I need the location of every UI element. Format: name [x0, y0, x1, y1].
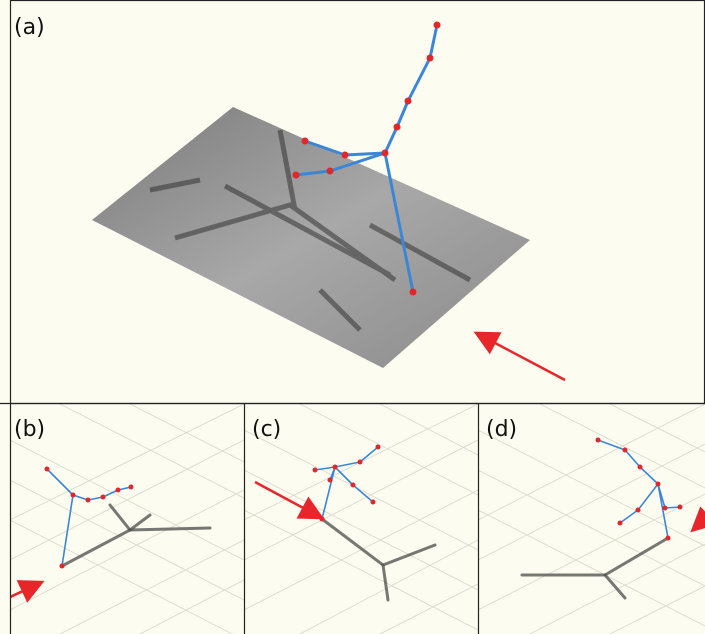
- panel-label: (b): [14, 417, 45, 442]
- panel-label: (c): [252, 417, 281, 442]
- figure: (a) (b) (c) (d): [0, 0, 705, 634]
- panel-label: (a): [14, 15, 45, 40]
- panel-label: (d): [486, 417, 517, 442]
